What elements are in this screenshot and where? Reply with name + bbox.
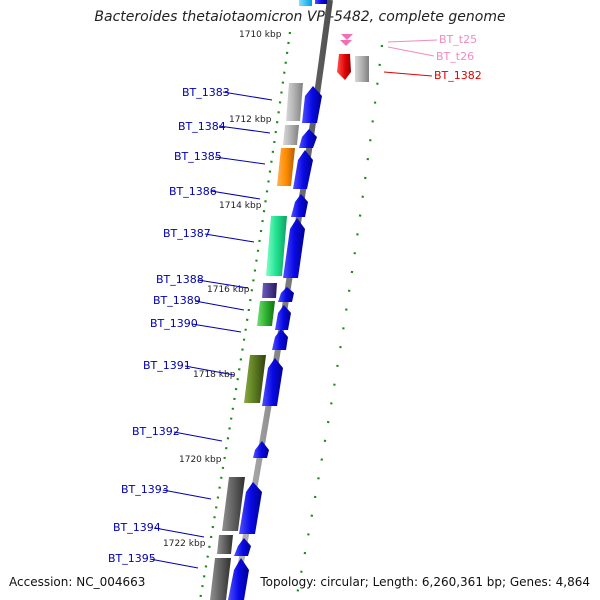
cds-arrow-bt1382[interactable] xyxy=(337,54,351,80)
kbp-tick-label: 1720 kbp xyxy=(179,455,222,465)
gene-label-bt1390[interactable]: BT_1390 xyxy=(150,317,198,330)
kbp-tick-label: 1716 kbp xyxy=(207,285,250,295)
kbp-tick-label: 1718 kbp xyxy=(193,370,236,380)
gene-bt1392[interactable] xyxy=(253,441,269,458)
kbp-tick-label: 1722 kbp xyxy=(163,539,206,549)
outer-tick-track xyxy=(294,44,384,600)
cog-box-bt1383 xyxy=(286,83,303,121)
cog-box-bt1387 xyxy=(266,216,287,276)
gene-bt1393[interactable] xyxy=(222,477,262,534)
gene-bt1390[interactable] xyxy=(272,329,288,350)
label-leader-bt1390 xyxy=(191,323,242,333)
gene-label-bt1393[interactable]: BT_1393 xyxy=(121,483,169,496)
gene-label-bt1388[interactable]: BT_1388 xyxy=(156,273,204,286)
gene-bt1389[interactable] xyxy=(257,301,291,330)
gene-label-bt1385[interactable]: BT_1385 xyxy=(174,150,222,163)
partial-cds-top xyxy=(315,0,327,4)
gene-bt1384[interactable] xyxy=(283,125,317,148)
label-leader-bt1383 xyxy=(222,91,273,101)
cds-arrow-bt1392 xyxy=(253,441,269,458)
accession-text: Accession: NC_004663 xyxy=(9,575,146,589)
kbp-tick-label: 1712 kbp xyxy=(229,115,272,125)
label-leader-bt1384 xyxy=(218,125,271,134)
cds-arrow-bt1383 xyxy=(302,86,322,123)
gene-bt1387[interactable] xyxy=(266,216,305,278)
label-leader-bt1392 xyxy=(173,431,223,442)
label-leader-bt1391 xyxy=(184,365,235,376)
gene-bt1394[interactable] xyxy=(217,535,251,556)
gene-label-bt1382[interactable]: BT_1382 xyxy=(434,69,482,82)
gene-label-bt-t26[interactable]: BT_t26 xyxy=(436,50,474,63)
gene-label-bt1391[interactable]: BT_1391 xyxy=(143,359,191,372)
label-leader-t25 xyxy=(387,39,438,43)
inner-tick-track xyxy=(198,31,292,600)
partial-cog-box-top xyxy=(299,0,312,6)
cog-box-bt1393 xyxy=(222,477,245,531)
gene-bt1386[interactable] xyxy=(291,194,308,217)
cds-arrow-bt1393 xyxy=(239,482,262,534)
label-leader-bt1393 xyxy=(162,489,212,500)
label-leader-bt1385 xyxy=(214,156,266,165)
cds-arrow-bt1387 xyxy=(283,218,305,278)
kbp-tick-label: 1710 kbp xyxy=(239,30,282,40)
gene-label-bt1386[interactable]: BT_1386 xyxy=(169,185,217,198)
gene-label-bt1387[interactable]: BT_1387 xyxy=(163,227,211,240)
kbp-tick-label: 1714 kbp xyxy=(219,201,262,211)
label-leader-bt1388 xyxy=(197,279,249,289)
gene-bt1395[interactable] xyxy=(210,558,249,600)
cog-box-bt1384 xyxy=(283,125,299,145)
genome-title: Bacteroides thetaiotaomicron VPI-5482, c… xyxy=(94,9,506,25)
gene-label-bt-t25[interactable]: BT_t25 xyxy=(439,33,477,46)
trna-marker-t26 xyxy=(340,40,352,46)
gene-label-bt1394[interactable]: BT_1394 xyxy=(113,521,161,534)
cog-box-bt1388 xyxy=(262,283,277,298)
cog-box-bt1391 xyxy=(244,355,266,403)
gene-bt1383[interactable] xyxy=(286,83,322,123)
cds-arrow-bt1386 xyxy=(291,194,308,217)
genome-summary-text: Topology: circular; Length: 6,260,361 bp… xyxy=(260,575,590,589)
cds-arrow-bt1391 xyxy=(262,358,283,406)
label-leader-bt1389 xyxy=(194,300,245,311)
gene-label-bt1383[interactable]: BT_1383 xyxy=(182,86,230,99)
gene-label-bt1395[interactable]: BT_1395 xyxy=(108,552,156,565)
gene-label-bt1392[interactable]: BT_1392 xyxy=(132,425,180,438)
label-leader-bt1387 xyxy=(204,233,255,243)
trna-marker-t25 xyxy=(341,34,353,40)
gene-label-bt1384[interactable]: BT_1384 xyxy=(178,120,226,133)
gene-bt1391[interactable] xyxy=(244,355,283,406)
cog-box-bt1394 xyxy=(217,535,233,554)
cds-arrow-bt1395 xyxy=(228,558,249,600)
cds-arrow-bt1390 xyxy=(272,329,288,350)
cds-arrow-bt1394 xyxy=(234,538,251,556)
label-leader-t26 xyxy=(387,46,435,57)
cog-box-bt1395 xyxy=(210,558,231,600)
cds-arrow-bt1388 xyxy=(278,287,294,302)
label-leader-bt1394 xyxy=(154,527,205,538)
gene-bt1385[interactable] xyxy=(277,148,313,189)
cds-arrow-bt1384 xyxy=(299,129,317,148)
cog-box-bt1389 xyxy=(257,301,275,326)
label-leader-bt1395 xyxy=(149,558,199,569)
label-leader-bt1386 xyxy=(210,190,261,200)
cds-arrow-bt1389 xyxy=(275,305,291,330)
gene-bt1388[interactable] xyxy=(262,283,294,302)
gene-label-bt1389[interactable]: BT_1389 xyxy=(153,294,201,307)
cog-box-bt1382 xyxy=(355,56,369,82)
label-leader-bt1382 xyxy=(383,71,433,77)
cog-box-bt1385 xyxy=(277,148,295,186)
cds-arrow-bt1385 xyxy=(293,150,313,189)
